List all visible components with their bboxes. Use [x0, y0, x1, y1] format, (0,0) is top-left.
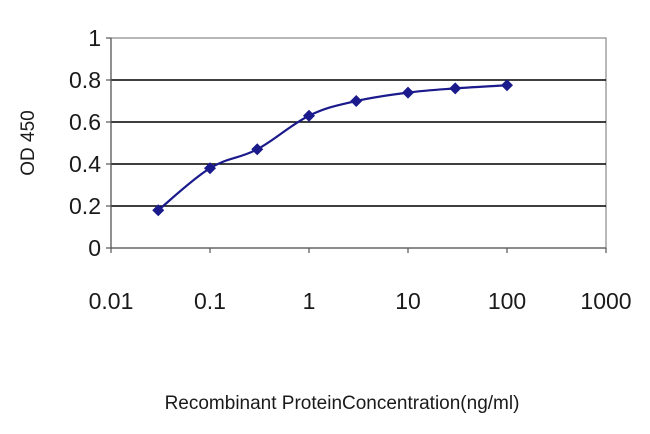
x-tick-label-4: 100: [488, 288, 526, 314]
x-tick-label-2: 1: [303, 288, 316, 314]
data-point-0-3: [303, 109, 315, 122]
data-point-0-2: [251, 143, 264, 156]
x-tick-label-1: 0.1: [194, 288, 226, 314]
x-axis-title: Recombinant ProteinConcentration(ng/ml): [165, 393, 520, 414]
y-tick-label-3: 0.6: [69, 109, 101, 135]
y-tick-label-5: 1: [88, 25, 101, 51]
tick-labels: 0 0.2 0.4 0.6 0.8 1 0.01 0.1 1 10 100 1000: [69, 25, 632, 314]
plot-area: [110, 37, 607, 249]
gridlines: [111, 79, 606, 207]
x-tick-label-5: 1000: [580, 288, 631, 314]
x-tick-label-3: 10: [395, 288, 421, 314]
y-axis-title: OD 450: [18, 110, 39, 175]
data-point-0-4: [350, 95, 363, 107]
y-tick-label-4: 0.8: [69, 67, 101, 93]
data-point-0-5: [402, 86, 414, 99]
y-tick-label-1: 0.2: [69, 193, 101, 219]
axes: [106, 37, 607, 253]
y-tick-label-0: 0: [88, 235, 101, 261]
data-point-0-7: [501, 79, 513, 92]
x-tick-label-0: 0.01: [89, 288, 134, 314]
data-point-0-0: [152, 204, 165, 217]
data-series: [152, 79, 513, 217]
data-point-0-6: [449, 82, 462, 95]
y-tick-label-2: 0.4: [69, 151, 101, 177]
data-point-0-1: [204, 162, 216, 175]
